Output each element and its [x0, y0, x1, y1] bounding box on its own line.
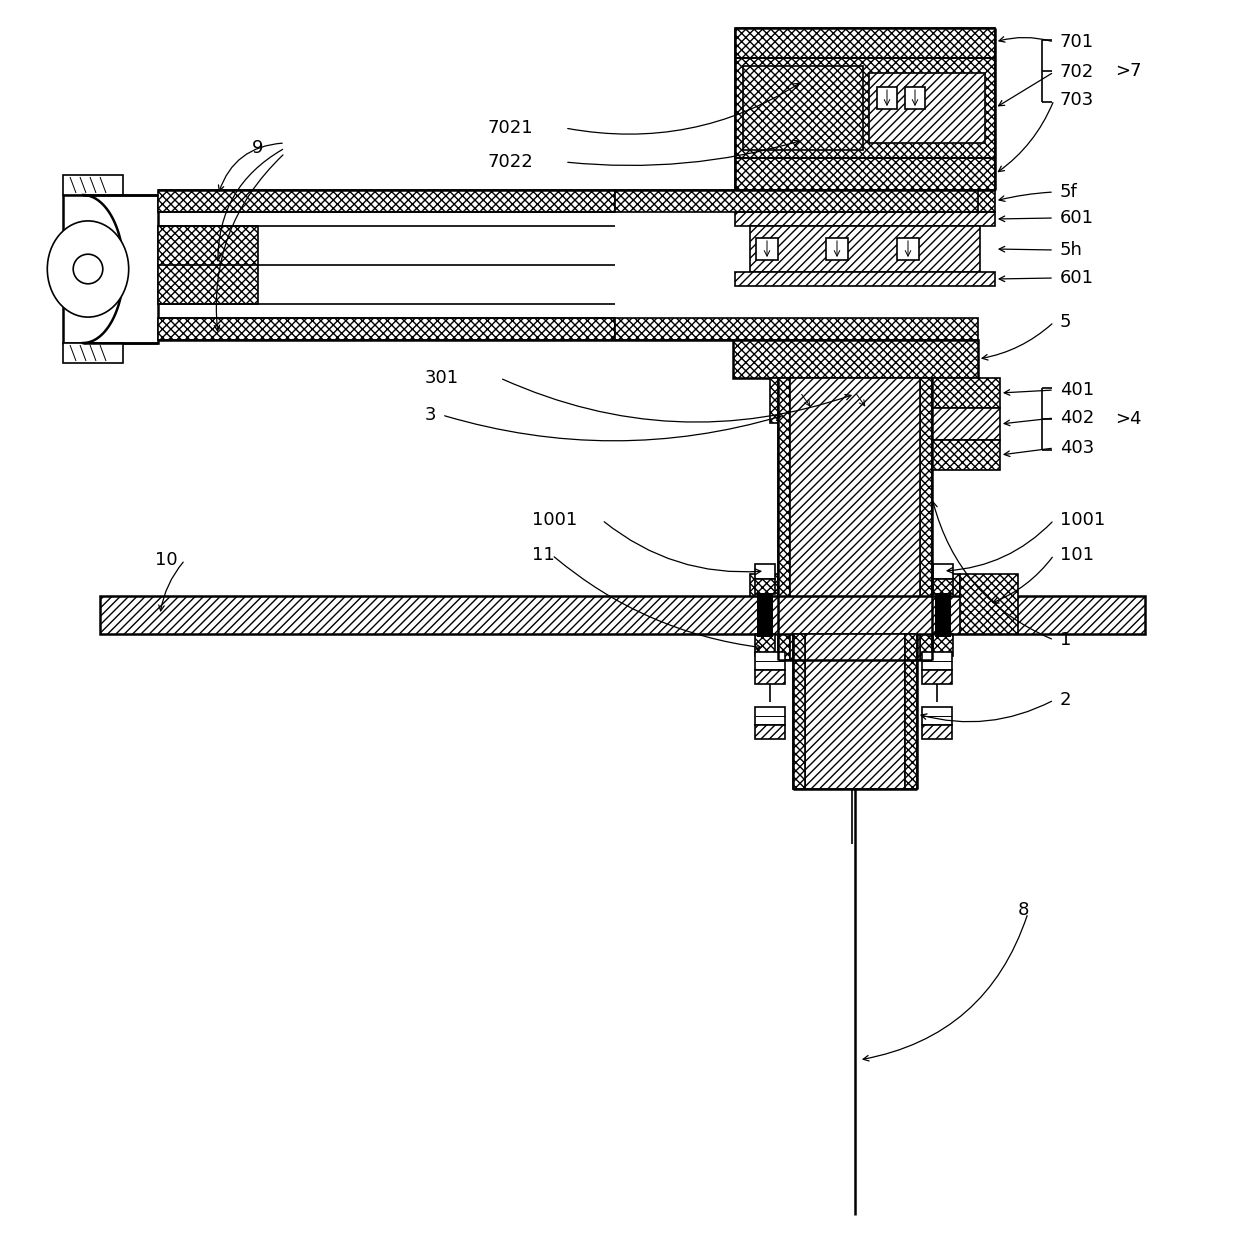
Bar [750, 574, 777, 634]
Bar [615, 190, 978, 212]
Bar [735, 158, 994, 190]
Bar [935, 593, 951, 637]
Text: 701: 701 [1060, 33, 1094, 52]
Text: 703: 703 [1060, 91, 1094, 109]
Bar [923, 670, 952, 684]
Bar [932, 579, 954, 595]
Bar [735, 272, 994, 287]
Bar [733, 339, 978, 378]
Bar [932, 564, 954, 579]
Bar [932, 409, 999, 440]
Bar [905, 634, 918, 789]
Bar [157, 190, 615, 212]
Bar [923, 706, 952, 725]
Text: 5h: 5h [1060, 241, 1083, 259]
Bar [735, 58, 994, 158]
Bar [777, 378, 790, 660]
Text: 2: 2 [1060, 691, 1071, 709]
Bar [755, 579, 775, 595]
Text: 3: 3 [425, 406, 436, 424]
Bar [755, 670, 785, 684]
Text: 5f: 5f [1060, 184, 1078, 201]
Bar [755, 706, 785, 725]
Bar [756, 238, 777, 260]
Bar [932, 574, 960, 634]
Text: 9: 9 [252, 140, 264, 157]
Text: 601: 601 [1060, 209, 1094, 228]
Text: 11: 11 [532, 546, 554, 564]
Bar [932, 378, 999, 409]
Bar [905, 87, 925, 109]
Bar [755, 634, 775, 656]
Text: 402: 402 [1060, 409, 1094, 427]
Bar [923, 652, 952, 670]
Text: 301: 301 [425, 370, 459, 387]
Bar [932, 440, 999, 470]
Text: 702: 702 [1060, 63, 1094, 80]
Text: 8: 8 [1018, 901, 1029, 919]
Text: 7022: 7022 [489, 153, 533, 171]
Bar [735, 190, 994, 212]
Bar [923, 725, 952, 739]
Bar [755, 725, 785, 739]
Text: 7021: 7021 [489, 119, 533, 137]
Bar [157, 226, 258, 304]
Text: 1001: 1001 [532, 512, 578, 529]
Bar [756, 593, 773, 637]
Bar [735, 212, 994, 226]
Bar [794, 634, 805, 789]
Bar [877, 87, 897, 109]
Ellipse shape [47, 221, 129, 317]
Bar [960, 574, 1018, 634]
Bar [615, 318, 978, 339]
Bar [770, 378, 941, 424]
Bar [63, 175, 123, 195]
Text: 403: 403 [1060, 439, 1094, 458]
Bar [735, 28, 994, 58]
Text: 601: 601 [1060, 269, 1094, 287]
Bar [869, 73, 985, 143]
Bar [743, 67, 863, 150]
Bar [897, 238, 919, 260]
Bar [755, 564, 775, 579]
Text: 101: 101 [1060, 546, 1094, 564]
Text: >7: >7 [1115, 62, 1142, 80]
Text: 1001: 1001 [1060, 512, 1105, 529]
Bar [790, 383, 921, 417]
Bar [805, 634, 905, 789]
Bar [750, 226, 980, 272]
Ellipse shape [73, 254, 103, 284]
Text: 401: 401 [1060, 381, 1094, 398]
Text: 1: 1 [1060, 631, 1071, 649]
Bar [826, 238, 848, 260]
Text: 5: 5 [1060, 313, 1071, 331]
Bar [63, 195, 157, 343]
Bar [920, 378, 932, 660]
Bar [157, 318, 615, 339]
Bar [790, 378, 920, 660]
Text: >4: >4 [1115, 410, 1142, 427]
Bar [755, 652, 785, 670]
Bar [100, 596, 1145, 634]
Text: 10: 10 [155, 551, 177, 569]
Bar [63, 343, 123, 363]
Bar [932, 634, 954, 656]
